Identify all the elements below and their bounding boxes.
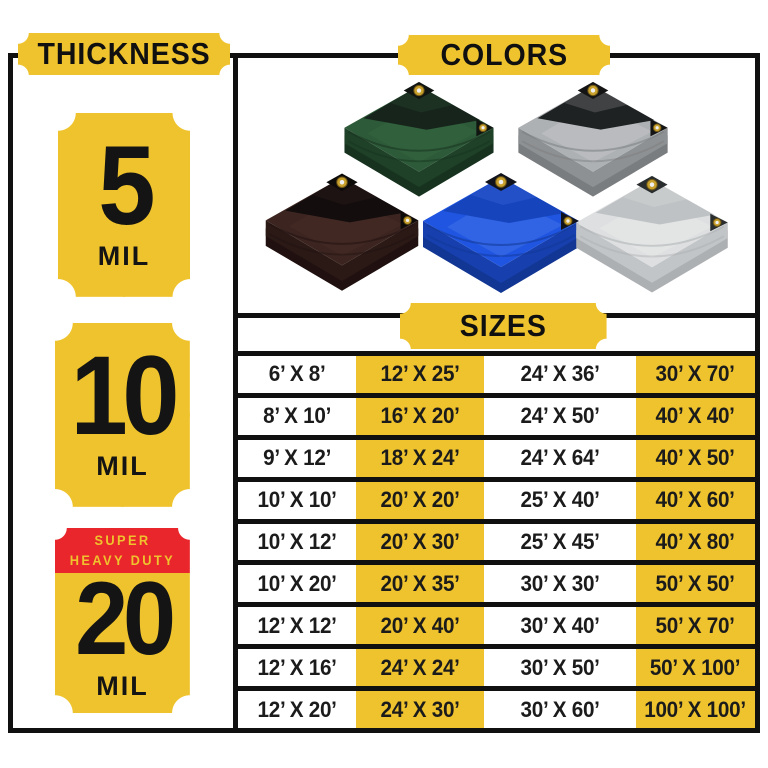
size-cell: 40’ X 60’ xyxy=(636,481,755,519)
thickness-unit: MIL xyxy=(96,671,149,702)
size-cell: 12’ X 25’ xyxy=(356,356,484,393)
size-cell: 20’ X 40’ xyxy=(356,607,484,645)
size-row: 10’ X 10’ 20’ X 20’ 25’ X 40’ 40’ X 60’ xyxy=(238,481,755,524)
size-cell: 30’ X 50’ xyxy=(520,654,600,680)
size-row: 12’ X 16’ 24’ X 24’ 30’ X 50’ 50’ X 100’ xyxy=(238,649,755,692)
size-row: 10’ X 20’ 20’ X 35’ 30’ X 30’ 50’ X 50’ xyxy=(238,565,755,608)
thickness-header-label: THICKNESS xyxy=(37,36,211,71)
size-cell: 40’ X 80’ xyxy=(636,523,755,561)
size-cell: 6’ X 8’ xyxy=(268,361,326,387)
size-cell: 18’ X 24’ xyxy=(356,439,484,477)
colors-header-label: COLORS xyxy=(440,37,568,72)
size-cell: 50’ X 100’ xyxy=(636,649,755,687)
size-cell: 9’ X 12’ xyxy=(263,445,331,471)
size-cell: 10’ X 20’ xyxy=(257,570,337,596)
green-tarp xyxy=(333,78,505,212)
silver-black-tarp xyxy=(505,78,681,212)
thickness-badge-5mil: 5 MIL xyxy=(58,113,190,297)
size-cell: 100’ X 100’ xyxy=(636,691,755,729)
size-cell: 40’ X 40’ xyxy=(636,397,755,435)
thickness-value: 5 xyxy=(98,122,155,248)
size-row: 8’ X 10’ 16’ X 20’ 24’ X 50’ 40’ X 40’ xyxy=(238,397,755,440)
size-cell: 50’ X 50’ xyxy=(636,565,755,603)
size-cell: 20’ X 35’ xyxy=(356,565,484,603)
size-cell: 16’ X 20’ xyxy=(356,397,484,435)
size-row: 10’ X 12’ 20’ X 30’ 25’ X 45’ 40’ X 80’ xyxy=(238,523,755,566)
size-cell: 12’ X 12’ xyxy=(257,612,337,638)
size-row: 12’ X 12’ 20’ X 40’ 30’ X 40’ 50’ X 70’ xyxy=(238,607,755,650)
thickness-badge-10mil: 10 MIL xyxy=(55,323,190,507)
size-cell: 30’ X 40’ xyxy=(520,612,600,638)
size-row: 6’ X 8’ 12’ X 25’ 24’ X 36’ 30’ X 70’ xyxy=(238,356,755,398)
sizes-header-label: SIZES xyxy=(459,308,548,343)
size-cell: 24’ X 36’ xyxy=(520,361,600,387)
size-cell: 25’ X 40’ xyxy=(520,487,600,513)
size-cell: 24’ X 30’ xyxy=(356,691,484,729)
size-cell: 24’ X 50’ xyxy=(520,403,600,429)
size-cell: 30’ X 30’ xyxy=(520,570,600,596)
size-cell: 20’ X 30’ xyxy=(356,523,484,561)
brown-tarp xyxy=(254,168,430,308)
size-cell: 12’ X 20’ xyxy=(257,696,337,722)
size-cell: 12’ X 16’ xyxy=(257,654,337,680)
thickness-header-badge: THICKNESS xyxy=(18,33,230,75)
thickness-badge-20mil: 20 MIL xyxy=(55,561,190,713)
size-cell: 25’ X 45’ xyxy=(520,529,600,554)
size-cell: 20’ X 20’ xyxy=(356,481,484,519)
sizes-table: 6’ X 8’ 12’ X 25’ 24’ X 36’ 30’ X 70’ 8’ X 1… xyxy=(238,351,755,729)
size-cell: 24’ X 64’ xyxy=(520,445,600,471)
blue-tarp xyxy=(411,166,591,312)
size-cell: 10’ X 10’ xyxy=(257,487,337,513)
super-heavy-duty-line1: SUPER xyxy=(94,532,151,548)
size-cell: 24’ X 24’ xyxy=(356,649,484,687)
size-cell: 8’ X 10’ xyxy=(263,403,331,429)
sizes-header-badge: SIZES xyxy=(400,303,607,349)
size-cell: 10’ X 12’ xyxy=(257,529,337,554)
thickness-value: 20 xyxy=(74,561,176,677)
thickness-unit: MIL xyxy=(96,451,149,482)
size-cell: 30’ X 60’ xyxy=(520,696,600,722)
size-row: 9’ X 12’ 18’ X 24’ 24’ X 64’ 40’ X 50’ xyxy=(238,439,755,482)
size-row: 12’ X 20’ 24’ X 30’ 30’ X 60’ 100’ X 100’ xyxy=(238,691,755,729)
super-heavy-duty-ribbon: SUPER HEAVY DUTY xyxy=(55,528,190,573)
size-cell: 50’ X 70’ xyxy=(636,607,755,645)
thickness-value: 10 xyxy=(70,332,180,458)
size-cell: 30’ X 70’ xyxy=(636,356,755,393)
colors-header-badge: COLORS xyxy=(398,35,610,75)
size-cell: 40’ X 50’ xyxy=(636,439,755,477)
thickness-unit: MIL xyxy=(97,241,151,272)
super-heavy-duty-line2: HEAVY DUTY xyxy=(69,552,176,568)
white-silver-tarp xyxy=(564,172,740,308)
